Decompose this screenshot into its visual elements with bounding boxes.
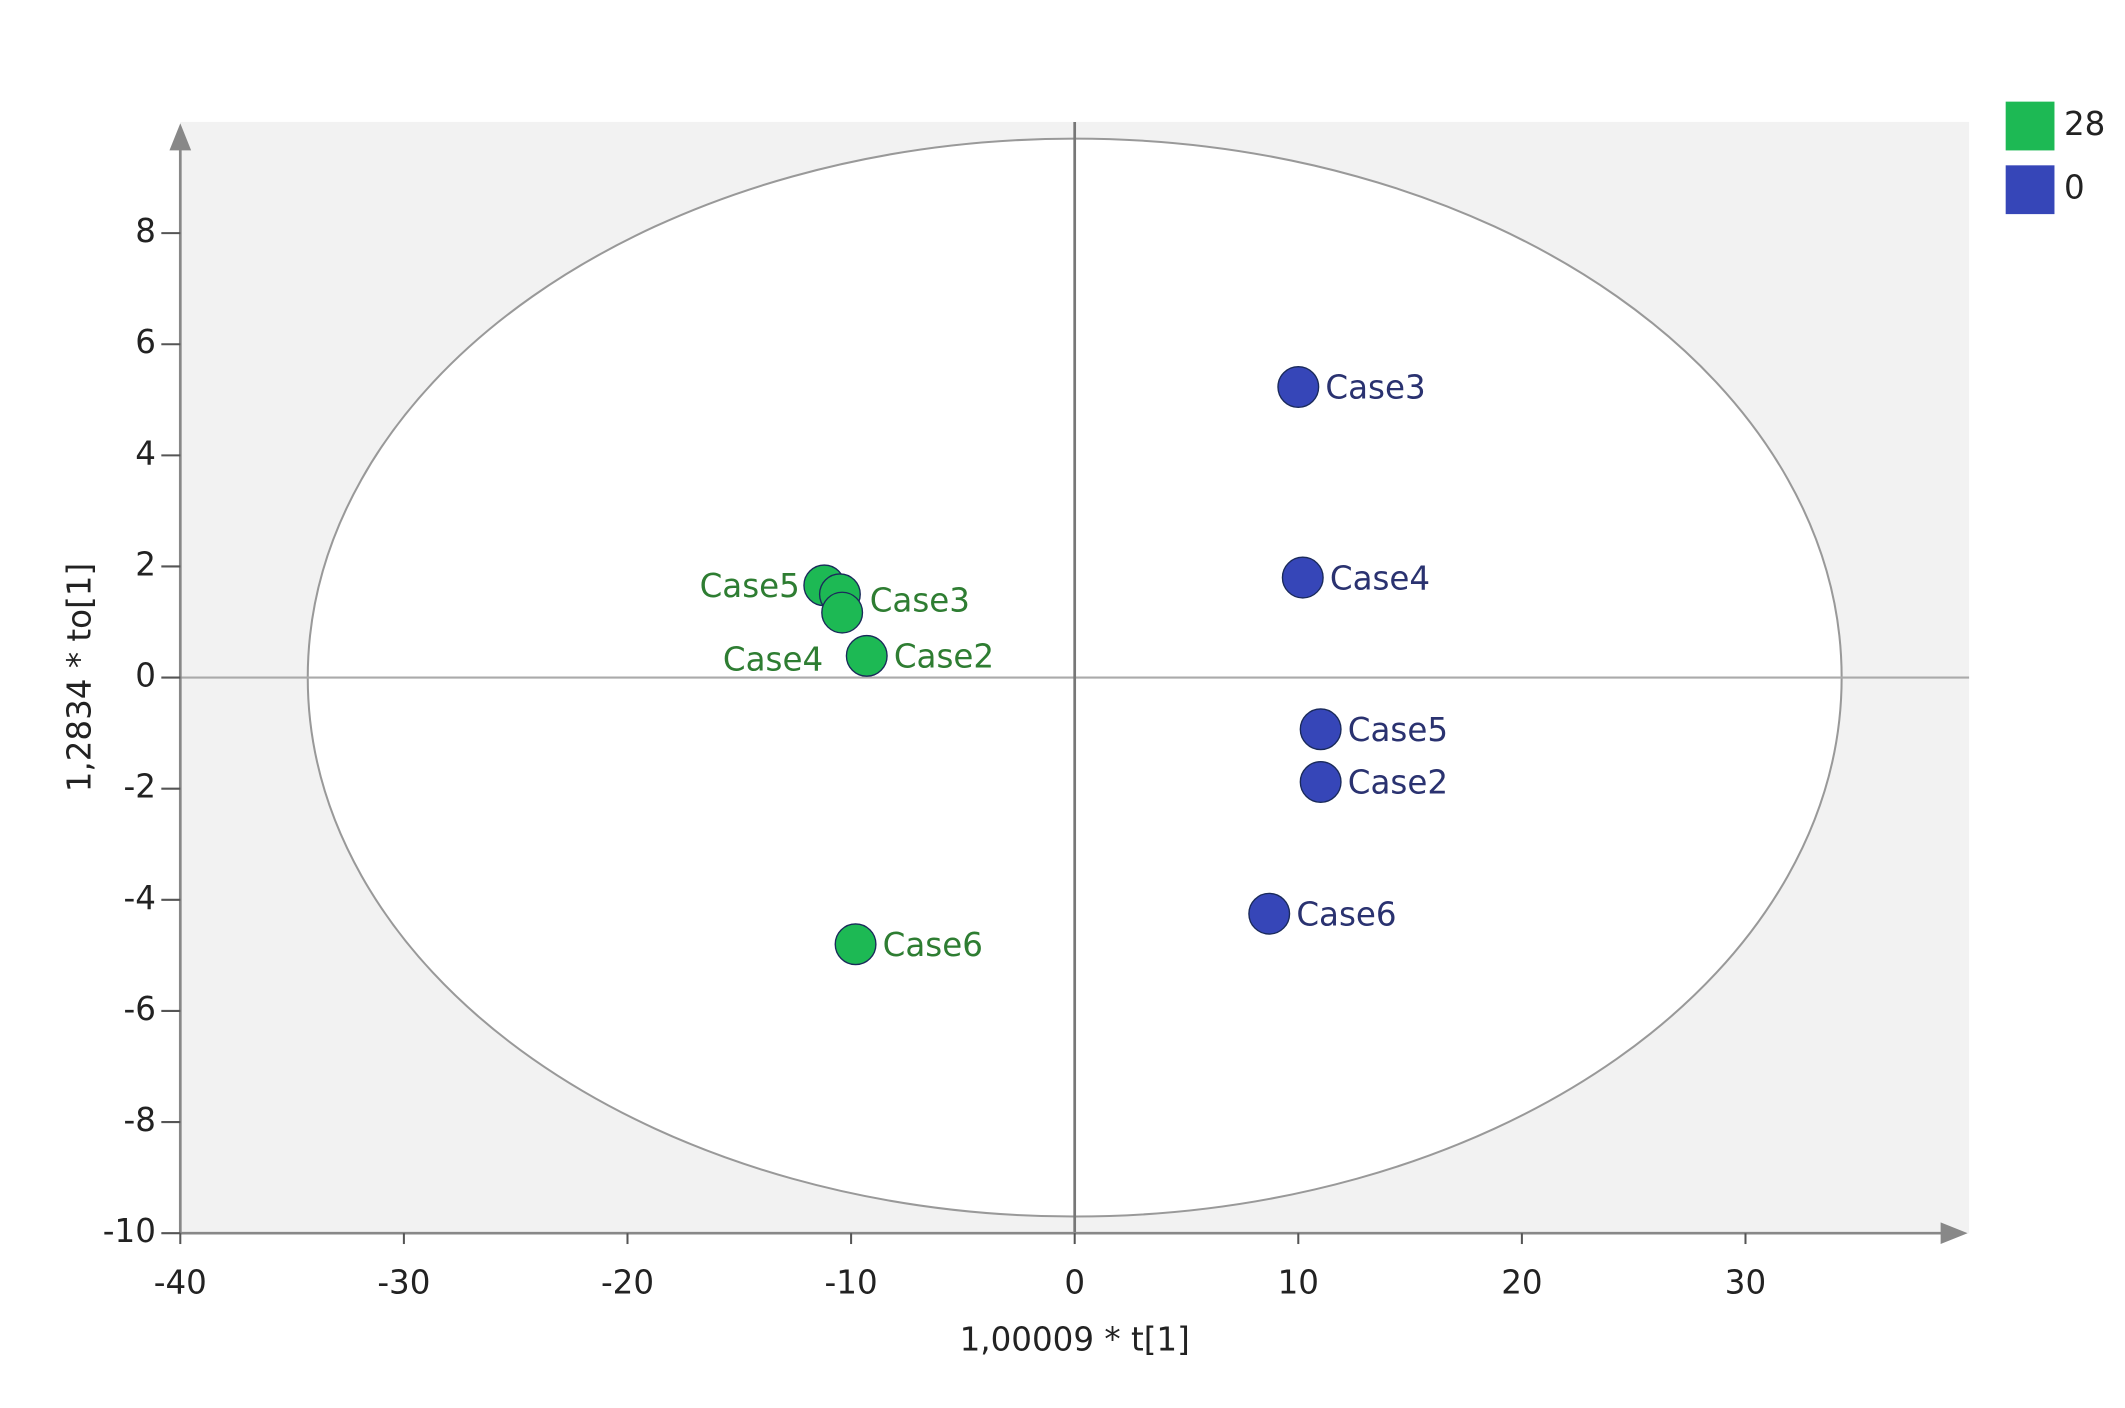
y-axis-label: 1,2834 * to[1] xyxy=(60,563,98,792)
legend-swatch xyxy=(2005,165,2055,215)
y-tick-label: 8 xyxy=(135,212,156,250)
x-tick-label: 10 xyxy=(1278,1264,1319,1302)
point-label: Case4 xyxy=(1330,559,1430,597)
y-tick-label: 6 xyxy=(135,323,156,361)
y-tick-label: 0 xyxy=(135,657,156,695)
x-tick-label: -30 xyxy=(377,1264,430,1302)
point xyxy=(845,634,888,677)
y-tick-label: -2 xyxy=(123,768,155,806)
point-label: Case3 xyxy=(1325,369,1425,407)
point xyxy=(1299,761,1342,804)
legend-swatch xyxy=(2005,101,2055,151)
x-tick-label: -10 xyxy=(825,1264,878,1302)
y-tick-label: -10 xyxy=(103,1212,156,1250)
legend-label: 0 xyxy=(2064,169,2085,207)
y-tick-label: -6 xyxy=(123,990,155,1028)
x-tick-label: -40 xyxy=(154,1264,207,1302)
x-tick-label: 20 xyxy=(1501,1264,1542,1302)
point xyxy=(1299,708,1342,751)
y-tick-label: 2 xyxy=(135,545,156,583)
x-axis-label: 1,00009 * t[1] xyxy=(960,1321,1190,1359)
legend-label: 28 xyxy=(2064,105,2105,143)
point-label: Case4 xyxy=(723,640,823,678)
point-label: Case2 xyxy=(894,638,994,676)
x-tick-label: -20 xyxy=(601,1264,654,1302)
x-tick-label: 30 xyxy=(1725,1264,1766,1302)
y-tick-label: -4 xyxy=(123,879,155,917)
point-label: Case5 xyxy=(700,567,800,605)
point xyxy=(1277,365,1320,408)
point xyxy=(1281,556,1324,599)
point-label: Case3 xyxy=(870,581,970,619)
y-tick-label: 4 xyxy=(135,434,156,472)
point xyxy=(821,591,864,634)
y-tick-label: -8 xyxy=(123,1101,155,1139)
point xyxy=(834,923,877,966)
point-label: Case5 xyxy=(1348,711,1448,749)
point-label: Case6 xyxy=(883,926,983,964)
point-label: Case2 xyxy=(1348,764,1448,802)
point xyxy=(1248,892,1291,935)
x-tick-label: 0 xyxy=(1064,1264,1085,1302)
point-label: Case6 xyxy=(1296,895,1396,933)
